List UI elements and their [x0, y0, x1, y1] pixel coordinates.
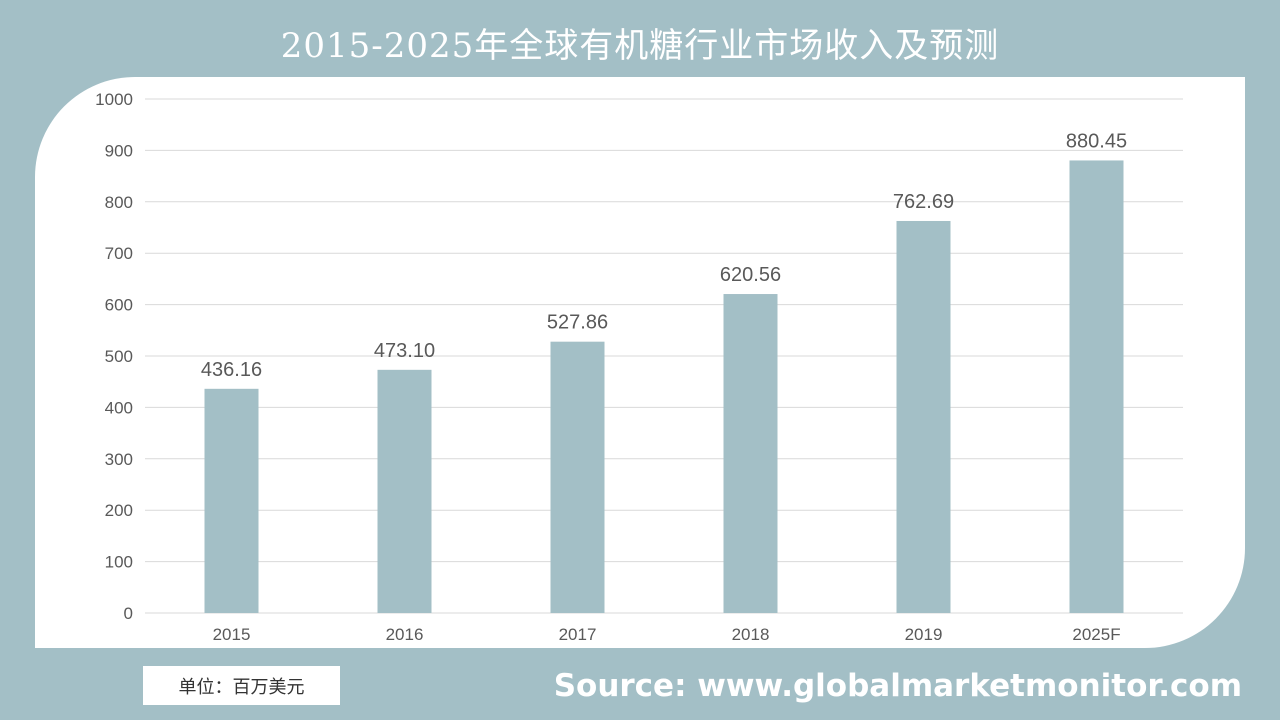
y-tick-label: 400 — [105, 398, 133, 417]
bar — [896, 220, 951, 613]
y-tick-label: 900 — [105, 141, 133, 160]
x-tick-label: 2015 — [213, 625, 251, 644]
bar — [1069, 160, 1124, 613]
y-tick-label: 800 — [105, 193, 133, 212]
source-label: Source: www.globalmarketmonitor.com — [553, 668, 1242, 704]
data-label: 620.56 — [720, 264, 781, 286]
unit-label: 单位：百万美元 — [143, 666, 340, 705]
y-tick-label: 200 — [105, 501, 133, 520]
bar — [550, 341, 605, 613]
x-tick-label: 2016 — [386, 625, 424, 644]
y-tick-label: 300 — [105, 450, 133, 469]
data-label: 762.69 — [893, 191, 954, 213]
bar — [204, 388, 259, 613]
bar — [723, 294, 778, 613]
x-tick-label: 2019 — [905, 625, 943, 644]
bar — [377, 369, 432, 613]
chart-title: 2015-2025年全球有机糖行业市场收入及预测 — [280, 26, 1000, 66]
data-label: 527.86 — [547, 312, 608, 334]
y-tick-label: 0 — [124, 604, 133, 623]
y-tick-label: 500 — [105, 347, 133, 366]
y-tick-label: 100 — [105, 553, 133, 572]
y-tick-label: 700 — [105, 244, 133, 263]
x-tick-label: 2025F — [1072, 625, 1120, 644]
data-label: 880.45 — [1066, 130, 1127, 152]
data-label: 473.10 — [374, 340, 435, 362]
x-tick-label: 2017 — [559, 625, 597, 644]
y-tick-label: 1000 — [95, 90, 133, 109]
x-tick-label: 2018 — [732, 625, 770, 644]
data-label: 436.16 — [201, 359, 262, 381]
y-tick-label: 600 — [105, 296, 133, 315]
